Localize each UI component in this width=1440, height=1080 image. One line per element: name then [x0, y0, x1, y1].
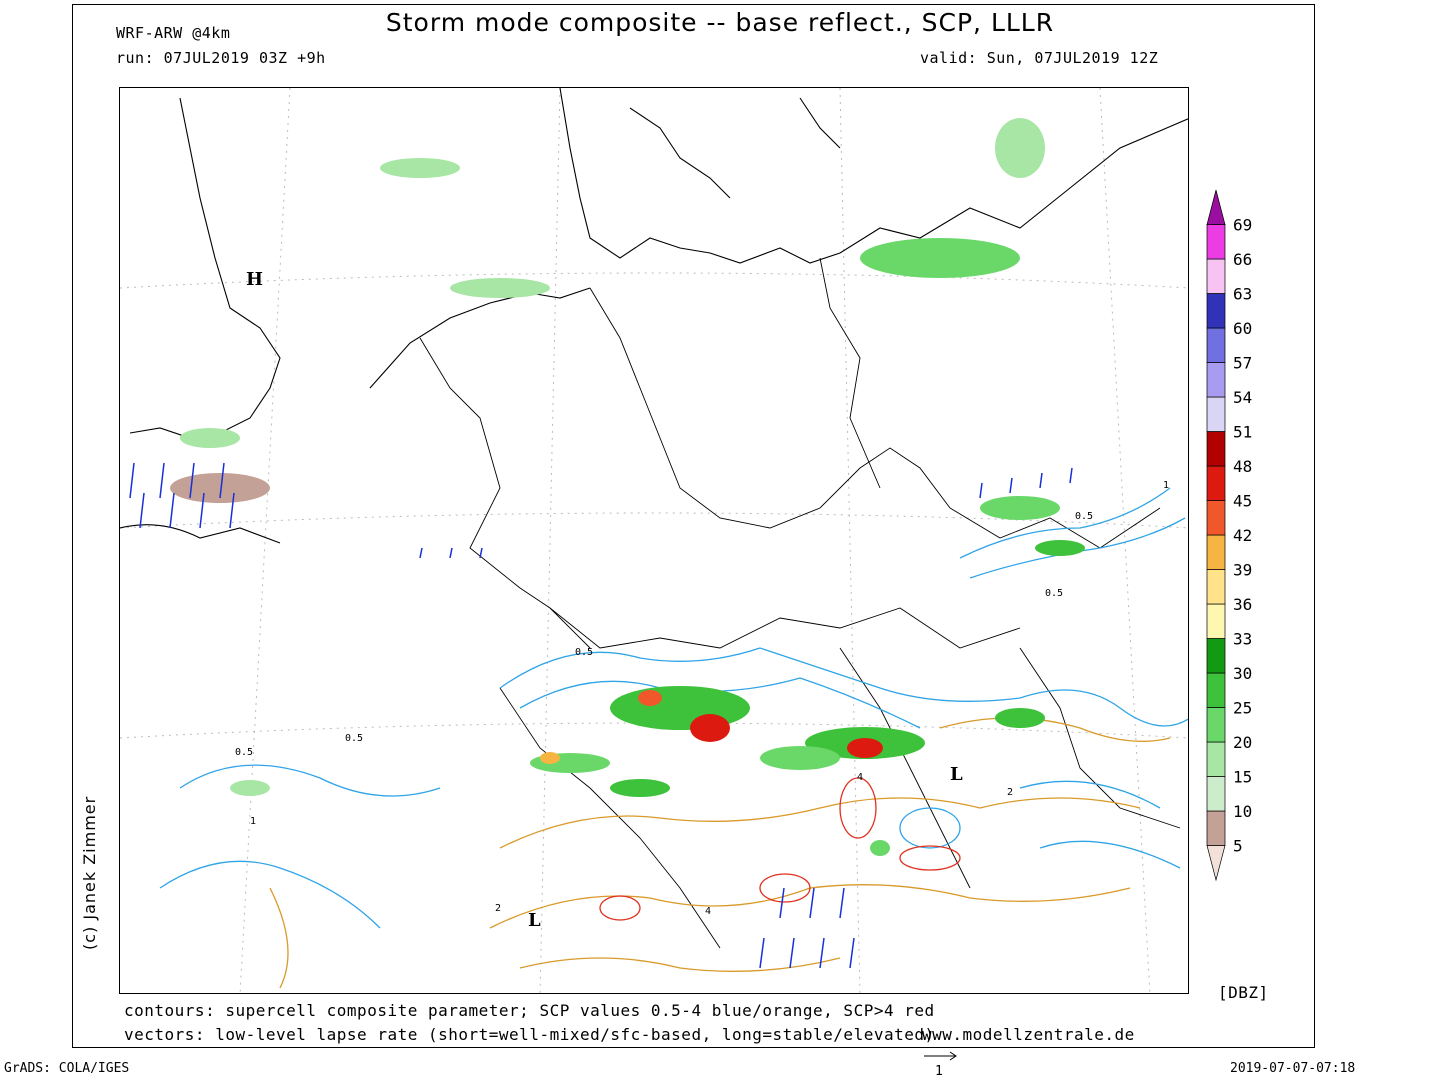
contour-labels: 0.5 0.5 0.5 0.5 0.5 1 1 2 2 4 4	[235, 480, 1169, 917]
vectors-note: vectors: low-level lapse rate (short=wel…	[124, 1025, 935, 1044]
colorbar-swatch	[1206, 534, 1226, 570]
colorbar-level-label: 57	[1233, 354, 1252, 373]
colorbar-swatch	[1206, 707, 1226, 743]
contour-label: 2	[495, 903, 501, 914]
contour-label: 0.5	[235, 747, 253, 758]
colorbar-swatches	[1206, 190, 1226, 882]
colorbar-labels: 5 10 15 20 25 30 33 36 39 42 45 48 51 54 57 60 63 66 69	[1233, 216, 1252, 856]
pressure-centres: H L L	[246, 269, 963, 931]
colorbar-swatch	[1206, 224, 1226, 260]
country-borders	[419, 257, 1181, 949]
colorbar-swatch	[1206, 431, 1226, 467]
colorbar-swatch	[1206, 396, 1226, 432]
contour-label: 2	[1007, 787, 1013, 798]
low-pressure-label-south: L	[528, 910, 541, 931]
map-area: H L L 0.5 0.5 0.5 0.5 0.5 1 1 2 2 4 4	[119, 87, 1189, 994]
colorbar-level-label: 5	[1233, 837, 1243, 856]
graticule	[120, 88, 1188, 993]
reflectivity-cells	[170, 118, 1085, 856]
colorbar-unit: [DBZ]	[1218, 983, 1269, 1002]
colorbar-level-label: 42	[1233, 526, 1252, 545]
colorbar-level-label: 51	[1233, 423, 1252, 442]
author-credit: (c) Janek Zimmer	[80, 795, 99, 950]
colorbar-swatch	[1206, 603, 1226, 639]
lapse-rate-vectors	[129, 462, 1073, 969]
colorbar-swatch	[1206, 500, 1226, 536]
colorbar-level-label: 30	[1233, 664, 1252, 683]
colorbar-level-label: 54	[1233, 388, 1252, 407]
colorbar-swatch	[1206, 638, 1226, 674]
colorbar-swatch	[1206, 845, 1226, 882]
colorbar-swatch	[1206, 810, 1226, 846]
colorbar-swatch	[1206, 465, 1226, 501]
colorbar-swatch	[1206, 741, 1226, 777]
colorbar-level-label: 36	[1233, 595, 1252, 614]
contours-note: contours: supercell composite parameter;…	[124, 1001, 935, 1020]
chart-title: Storm mode composite -- base reflect., S…	[385, 8, 1055, 37]
colorbar: 5 10 15 20 25 30 33 36 39 42 45 48 51 54 57 60 63 66 69	[1206, 190, 1252, 882]
scp-contours-blue	[159, 487, 1188, 929]
contour-label: 0.5	[345, 733, 363, 744]
website-label: www.modellzentrale.de	[922, 1025, 1135, 1044]
colorbar-swatch	[1206, 293, 1226, 329]
colorbar-level-label: 66	[1233, 250, 1252, 269]
colorbar-level-label: 25	[1233, 699, 1252, 718]
colorbar-swatch	[1206, 327, 1226, 363]
valid-label: valid: Sun, 07JUL2019 12Z	[920, 49, 1159, 67]
colorbar-level-label: 33	[1233, 630, 1252, 649]
timestamp-label: 2019-07-07-07:18	[1230, 1061, 1356, 1076]
contour-label: 0.5	[1045, 588, 1063, 599]
colorbar-level-label: 20	[1233, 733, 1252, 752]
colorbar-level-label: 10	[1233, 802, 1252, 821]
scp-contours-red	[599, 777, 961, 921]
colorbar-level-label: 39	[1233, 561, 1252, 580]
colorbar-swatch	[1206, 776, 1226, 812]
colorbar-level-label: 48	[1233, 457, 1252, 476]
colorbar-swatch	[1206, 362, 1226, 398]
model-label: WRF-ARW @4km	[116, 24, 231, 42]
low-pressure-label-east: L	[950, 764, 963, 785]
colorbar-swatch	[1206, 190, 1226, 225]
contour-label: 4	[705, 906, 711, 917]
colorbar-swatch	[1206, 258, 1226, 294]
contour-label: 0.5	[575, 647, 593, 658]
contour-label: 1	[1163, 480, 1169, 491]
colorbar-level-label: 15	[1233, 768, 1252, 787]
colorbar-level-label: 63	[1233, 285, 1252, 304]
colorbar-swatch	[1206, 569, 1226, 605]
vector-scale-arrow	[924, 1051, 957, 1061]
colorbar-level-label: 60	[1233, 319, 1252, 338]
contour-label: 4	[857, 772, 863, 783]
colorbar-swatch	[1206, 672, 1226, 708]
contour-label: 0.5	[1075, 511, 1093, 522]
run-label: run: 07JUL2019 03Z +9h	[116, 49, 326, 67]
map-canvas: H L L 0.5 0.5 0.5 0.5 0.5 1 1 2 2 4 4	[120, 88, 1188, 993]
colorbar-level-label: 45	[1233, 492, 1252, 511]
grads-label: GrADS: COLA/IGES	[4, 1061, 130, 1076]
high-pressure-label: H	[246, 269, 263, 290]
plot-frame	[72, 4, 1315, 1048]
colorbar-level-label: 69	[1233, 216, 1252, 235]
vector-scale-label: 1	[935, 1064, 943, 1079]
contour-label: 1	[250, 816, 256, 827]
